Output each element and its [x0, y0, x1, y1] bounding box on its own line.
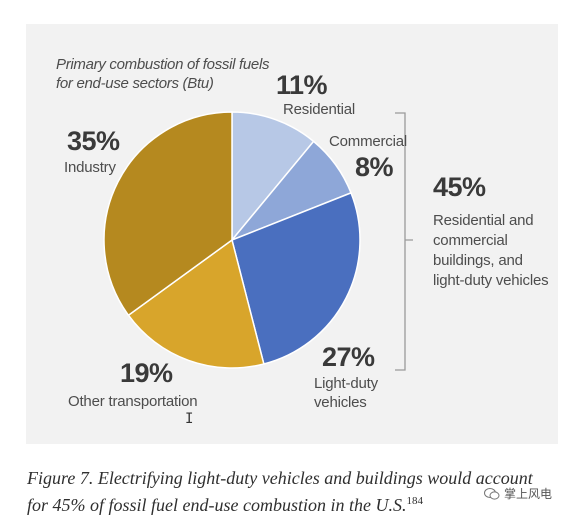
- light-duty-label-line-2: vehicles: [314, 394, 367, 411]
- pie-slice-residential: [231, 111, 315, 243]
- group-text-line-2: commercial: [433, 232, 508, 249]
- pie-slice-other-transportation: [127, 238, 265, 369]
- chart-title: Primary combustion of fossil fuels for e…: [56, 55, 286, 93]
- commercial-label: Commercial: [329, 133, 408, 150]
- other-transportation-pct-label: 19%: [120, 358, 173, 388]
- caption-line-1: Figure 7. Electrifying light-duty vehicl…: [27, 468, 533, 488]
- light-duty-label: Light-duty vehicles: [314, 374, 378, 412]
- watermark: 掌上风电: [480, 484, 557, 503]
- chart-title-line-2: for end-use sectors (Btu): [56, 75, 214, 92]
- pie-slice-industry: [103, 111, 233, 317]
- figure-caption: Figure 7. Electrifying light-duty vehicl…: [27, 467, 567, 517]
- group-text-line-4: light-duty vehicles: [433, 272, 549, 289]
- residential-pct-label: 11%: [276, 70, 328, 100]
- light-duty-pct-label: 27%: [322, 342, 375, 372]
- group-bracket: [395, 112, 413, 371]
- chart-title-line-1: Primary combustion of fossil fuels: [56, 56, 270, 73]
- commercial-pct-label: 8%: [355, 152, 394, 182]
- light-duty-label-line-1: Light-duty: [314, 375, 378, 392]
- group-text-line-3: buildings, and: [433, 252, 523, 269]
- caption-line-2: for 45% of fossil fuel end-use combustio…: [27, 490, 567, 517]
- wechat-icon: [484, 487, 500, 500]
- pie-slice-light-duty-vehicles: [231, 191, 361, 365]
- watermark-text: 掌上风电: [504, 487, 553, 501]
- industry-pct-label: 35%: [67, 126, 120, 156]
- industry-label: Industry: [64, 159, 116, 176]
- caption-footnote: 184: [406, 495, 423, 507]
- residential-label: Residential: [283, 101, 356, 118]
- group-text-line-1: Residential and: [433, 212, 534, 229]
- top-strip: [0, 0, 584, 8]
- other-transportation-label: Other transportation: [68, 393, 198, 410]
- group-pct-label: 45%: [433, 172, 486, 202]
- group-annotation-text: Residential and commercial buildings, an…: [433, 211, 549, 291]
- caption-line-2-text: for 45% of fossil fuel end-use combustio…: [27, 495, 407, 515]
- text-cursor-icon: I: [185, 411, 194, 427]
